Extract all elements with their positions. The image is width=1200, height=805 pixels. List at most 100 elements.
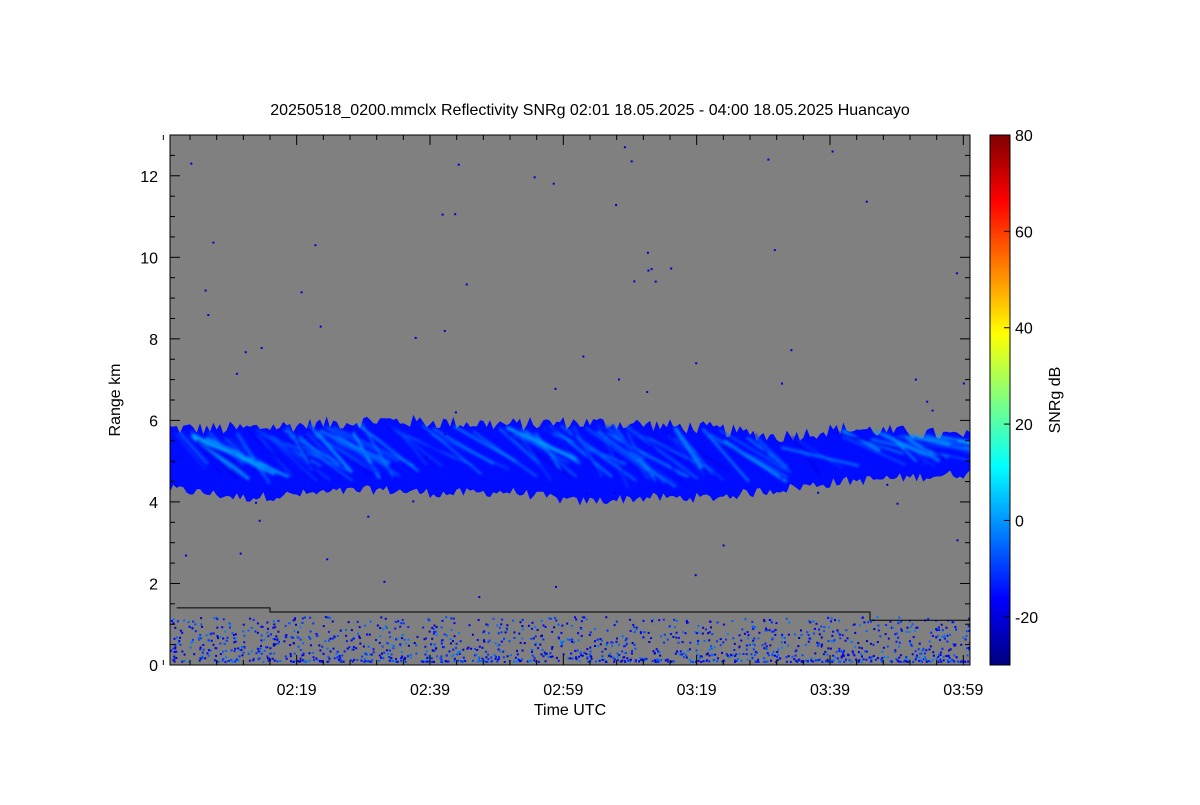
clutter-pixel xyxy=(293,652,296,655)
clutter-pixel xyxy=(495,655,498,658)
clutter-pixel xyxy=(877,657,879,660)
clutter-pixel xyxy=(497,644,500,647)
clutter-pixel xyxy=(939,639,941,641)
clutter-pixel xyxy=(754,660,757,663)
clutter-pixel xyxy=(423,660,426,663)
clutter-pixel xyxy=(560,631,563,634)
clutter-pixel xyxy=(789,660,792,663)
clutter-pixel xyxy=(633,643,636,646)
cloud-streak xyxy=(909,434,970,452)
clutter-pixel xyxy=(291,636,294,639)
clutter-pixel xyxy=(447,660,450,663)
clutter-pixel xyxy=(968,648,970,651)
cloud-streak xyxy=(834,430,907,454)
clutter-pixel xyxy=(624,639,627,642)
noise-speckle xyxy=(555,585,557,588)
clutter-pixel xyxy=(560,640,563,643)
clutter-pixel xyxy=(695,649,698,652)
clutter-pixel xyxy=(725,638,727,641)
clutter-pixel xyxy=(440,660,443,663)
clutter-pixel xyxy=(451,655,454,658)
clutter-pixel xyxy=(372,651,375,654)
clutter-pixel xyxy=(549,617,552,620)
clutter-pixel xyxy=(390,657,393,660)
clutter-pixel xyxy=(452,617,455,620)
clutter-pixel xyxy=(642,619,645,622)
clutter-pixel xyxy=(450,629,453,632)
clutter-pixel xyxy=(812,620,815,623)
clutter-pixel xyxy=(630,652,633,655)
noise-speckle xyxy=(235,372,238,375)
noise-speckle xyxy=(623,146,626,149)
clutter-pixel xyxy=(385,626,388,629)
clutter-pixel xyxy=(708,648,711,651)
cloud-streak xyxy=(665,430,731,472)
clutter-pixel xyxy=(401,619,404,621)
clutter-pixel xyxy=(475,653,478,656)
clutter-pixel xyxy=(780,646,783,649)
clutter-pixel xyxy=(800,629,802,632)
clutter-pixel xyxy=(756,660,759,663)
clutter-pixel xyxy=(823,626,826,629)
cloud-streak xyxy=(215,439,270,483)
clutter-pixel xyxy=(599,643,602,646)
clutter-pixel xyxy=(658,651,661,654)
clutter-pixel xyxy=(735,659,738,662)
clutter-pixel xyxy=(897,619,900,622)
clutter-pixel xyxy=(589,631,592,634)
clutter-pixel xyxy=(919,652,922,655)
clutter-pixel xyxy=(273,638,276,641)
clutter-pixel xyxy=(292,619,295,622)
clutter-pixel xyxy=(655,648,658,651)
clutter-pixel xyxy=(172,659,175,662)
clutter-pixel xyxy=(838,650,841,652)
clutter-pixel xyxy=(745,648,748,651)
clutter-pixel xyxy=(854,645,856,648)
clutter-pixel xyxy=(400,622,403,625)
clutter-pixel xyxy=(601,655,604,658)
clutter-pixel xyxy=(466,647,469,650)
clutter-pixel xyxy=(531,649,534,651)
clutter-pixel xyxy=(291,660,294,663)
clutter-pixel xyxy=(751,620,754,623)
clutter-pixel xyxy=(222,650,225,653)
clutter-pixel xyxy=(400,659,403,662)
clutter-pixel xyxy=(483,640,486,643)
clutter-pixel xyxy=(522,628,525,631)
clutter-pixel xyxy=(839,637,842,640)
clutter-pixel xyxy=(765,648,768,651)
clutter-pixel xyxy=(816,659,819,662)
x-axis-label: Time UTC xyxy=(534,702,606,719)
clutter-pixel xyxy=(925,649,928,652)
clutter-pixel xyxy=(968,617,970,620)
clutter-pixel xyxy=(594,628,597,630)
clutter-pixel xyxy=(667,660,669,663)
clutter-pixel xyxy=(277,642,280,645)
clutter-pixel xyxy=(433,649,436,652)
clutter-pixel xyxy=(684,632,687,635)
clutter-pixel xyxy=(675,619,678,622)
clutter-pixel xyxy=(951,660,954,663)
clutter-pixel xyxy=(858,659,861,662)
clutter-pixel xyxy=(605,616,608,619)
clutter-pixel xyxy=(289,655,292,658)
clutter-pixel xyxy=(848,659,851,662)
clutter-pixel xyxy=(540,635,543,638)
cloud-streak xyxy=(432,427,495,466)
clutter-pixel xyxy=(928,648,931,651)
clutter-pixel xyxy=(776,655,778,658)
clutter-pixel xyxy=(625,637,628,640)
clutter-pixel xyxy=(250,650,253,653)
clutter-pixel xyxy=(832,654,835,657)
clutter-pixel xyxy=(935,636,938,639)
clutter-pixel xyxy=(434,630,437,633)
clutter-pixel xyxy=(277,630,280,633)
clutter-pixel xyxy=(170,649,173,652)
clutter-pixel xyxy=(518,660,521,663)
clutter-pixel xyxy=(788,621,791,624)
clutter-pixel xyxy=(388,631,391,634)
clutter-pixel xyxy=(838,660,841,663)
clutter-pixel xyxy=(766,652,769,655)
clutter-pixel xyxy=(826,658,829,661)
noise-speckle xyxy=(926,400,929,403)
